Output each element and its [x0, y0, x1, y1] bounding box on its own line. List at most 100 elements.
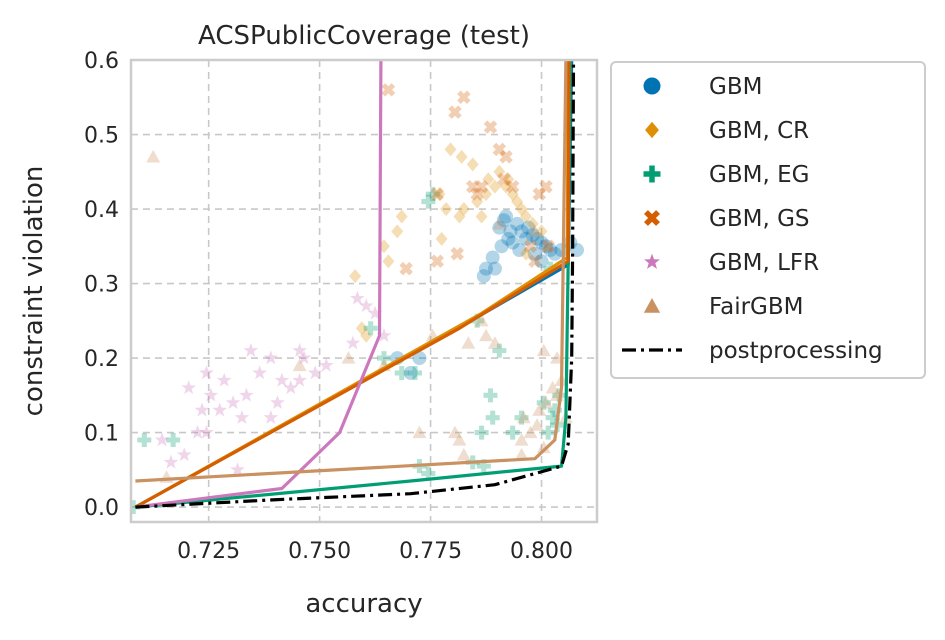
- gbm-eg-point: [408, 365, 423, 380]
- gbm-gs-point: [532, 187, 547, 201]
- gbm-lfr-point: [216, 372, 232, 387]
- gbm-gs-point: [381, 83, 396, 97]
- gbm-lfr-point: [367, 305, 383, 320]
- gbm-lfr-point: [263, 350, 279, 365]
- gbm-point: [530, 231, 545, 246]
- gbm-gs-point: [470, 187, 484, 201]
- fairgbm-point: [536, 343, 551, 357]
- gbm-point: [499, 209, 514, 224]
- gbm-lfr-point: [163, 454, 179, 469]
- gbm-cr-point: [453, 209, 466, 224]
- gbm-gs-point: [450, 247, 464, 261]
- gbm-gs-point: [430, 187, 444, 201]
- gbm-gs-point: [539, 179, 553, 194]
- gbm-lfr-point: [199, 365, 214, 380]
- gbm-cr-point: [502, 172, 515, 187]
- gbm-cr-point: [515, 202, 528, 217]
- fairgbm-point: [461, 336, 476, 349]
- pareto-lines: [134, 60, 576, 509]
- y-axis-title: constraint violation: [19, 166, 49, 417]
- legend-gbm-gs-marker: [642, 208, 662, 228]
- gbm-lfr-point: [345, 335, 361, 350]
- legend-fairgbm-label: FairGBM: [709, 294, 804, 320]
- gbm-eg-point: [166, 433, 181, 448]
- legend-gbm-cr-marker: [643, 120, 661, 140]
- gbm-lfr-point: [203, 387, 219, 402]
- gbm-point: [492, 220, 507, 235]
- fairgbm-point: [536, 440, 551, 454]
- fairgbm-point: [292, 358, 307, 372]
- gbm-lfr-point: [292, 342, 307, 357]
- gbm-gs-point: [497, 172, 511, 186]
- gbm-lfr-line: [135, 60, 383, 509]
- gbm-lfr-point: [350, 290, 365, 305]
- gbm-gs-point: [430, 254, 444, 268]
- gbm-gs-point: [474, 179, 489, 194]
- fairgbm-point: [527, 224, 542, 237]
- gbm-lfr-point: [318, 357, 334, 372]
- gbm-gs-point: [499, 150, 513, 164]
- fairgbm-point: [447, 425, 462, 439]
- gbm-cr-point: [455, 149, 468, 164]
- gbm-cr-point: [382, 254, 395, 269]
- gbm-cr-point: [535, 224, 548, 239]
- gbm-eg-point: [485, 410, 500, 425]
- gbm-cr-point: [349, 269, 362, 284]
- gbm-point: [534, 235, 549, 250]
- fairgbm-point: [538, 395, 553, 409]
- fairgbm-line: [135, 60, 568, 483]
- tick-labels: 0.725 0.750 0.775 0.800 0.0 0.1 0.2 0.3 0.4 0.5 0.…: [84, 49, 573, 564]
- gbm-eg-point: [547, 403, 562, 418]
- gbm-gs-point: [523, 239, 538, 254]
- gbm-lfr-point: [283, 380, 299, 395]
- gbm-cr-point: [475, 209, 488, 224]
- gbm-cr-point: [457, 202, 470, 217]
- fairgbm-point: [412, 425, 427, 439]
- gbm-lfr-point: [243, 342, 259, 357]
- gbm-eg-point: [492, 343, 507, 358]
- y-tick-label: 0.4: [84, 198, 119, 223]
- gbm-eg-point: [421, 466, 436, 481]
- gbm-cr-point: [391, 224, 404, 239]
- fairgbm-point: [452, 433, 467, 446]
- gbm-eg-point: [505, 425, 520, 440]
- fairgbm-point: [530, 418, 545, 431]
- gbm-eg-point: [363, 321, 378, 336]
- legend-gbm-gs-label: GBM, GS: [709, 206, 810, 232]
- gbm-eg-point: [425, 187, 440, 202]
- gbm-lfr-point: [181, 380, 197, 395]
- gbm-cr-point: [433, 187, 446, 202]
- fairgbm-point: [541, 239, 556, 252]
- gbm-point: [518, 231, 533, 246]
- gbm-point: [487, 261, 502, 276]
- gbm-eg-point: [394, 365, 409, 380]
- gbm-gs-point: [457, 90, 471, 104]
- gbm-point: [479, 261, 494, 276]
- legend: GBM GBM, CR GBM, EG GBM, GS GBM, LFR FairGBM p…: [610, 61, 926, 379]
- x-tick-label: 0.800: [510, 539, 573, 564]
- gbm-point: [527, 246, 542, 261]
- gbm-lfr-point: [307, 365, 323, 380]
- gbm-cr-point: [444, 142, 457, 157]
- gbm-lfr-point: [212, 402, 228, 417]
- gbm-lfr-point: [154, 432, 170, 447]
- y-tick-label: 0.6: [84, 49, 119, 74]
- gbm-point: [510, 216, 525, 231]
- gbm-gs-point: [505, 179, 520, 194]
- gbm-point: [512, 243, 527, 258]
- legend-gbm-eg-marker: [642, 164, 662, 184]
- gbm-point: [485, 250, 500, 265]
- gbm-point: [521, 220, 536, 235]
- x-tick-label: 0.725: [177, 539, 240, 564]
- fairgbm-point: [487, 336, 502, 349]
- legend-postprocessing-label: postprocessing: [709, 338, 883, 364]
- gbm-point: [563, 235, 578, 250]
- gbm-lfr-point: [234, 409, 250, 424]
- fairgbm-point: [479, 328, 494, 342]
- gbm-cr-point: [506, 187, 519, 202]
- gbm-point: [501, 231, 516, 246]
- gbm-lfr-point: [296, 350, 312, 365]
- x-axis-title: accuracy: [305, 589, 422, 619]
- fairgbm-point: [456, 447, 471, 461]
- gbm-gs-point: [528, 254, 542, 268]
